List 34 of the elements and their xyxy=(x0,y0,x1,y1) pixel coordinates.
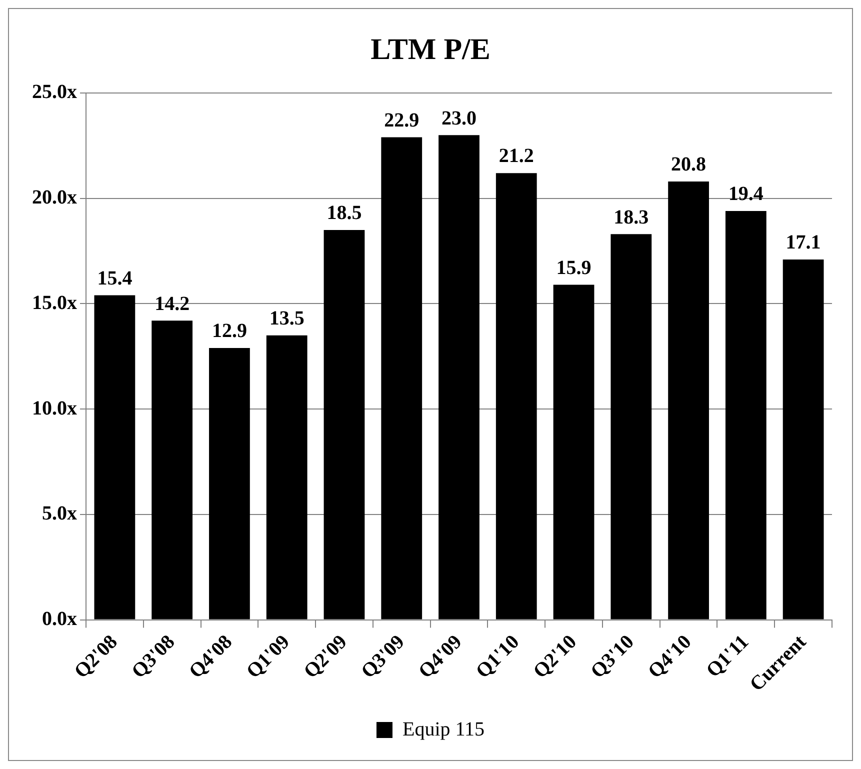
legend-label: Equip 115 xyxy=(402,718,485,740)
data-label: 22.9 xyxy=(384,109,420,132)
y-tick-label: 20.0x xyxy=(32,186,77,209)
bar xyxy=(438,135,480,620)
bar xyxy=(152,320,193,620)
data-label: 18.3 xyxy=(614,206,649,228)
y-tick-label: 10.0x xyxy=(32,397,77,420)
y-tick-label: 15.0x xyxy=(32,292,77,314)
bar xyxy=(610,234,652,620)
bar xyxy=(725,211,766,620)
data-label: 14.2 xyxy=(154,292,190,315)
bar xyxy=(553,284,594,620)
data-label: 13.5 xyxy=(269,308,304,330)
y-tick-label: 25.0x xyxy=(32,81,77,104)
data-label: 20.8 xyxy=(671,154,706,176)
y-tick-label: 0.0x xyxy=(42,608,77,630)
bar xyxy=(209,348,250,620)
data-label: 23.0 xyxy=(442,107,476,130)
data-label: 12.9 xyxy=(212,320,247,342)
bar xyxy=(496,173,537,620)
data-label: 15.9 xyxy=(556,256,592,279)
bar xyxy=(668,182,709,620)
bar xyxy=(324,230,365,620)
bar xyxy=(782,259,824,620)
data-label: 19.4 xyxy=(728,183,764,206)
bar xyxy=(381,137,422,620)
data-label: 15.4 xyxy=(97,267,132,290)
chart-title: LTM P/E xyxy=(370,32,490,66)
data-label: 17.1 xyxy=(786,232,821,254)
data-label: 21.2 xyxy=(498,145,534,168)
data-label: 18.5 xyxy=(326,202,362,224)
y-tick-label: 5.0x xyxy=(42,502,77,525)
bar xyxy=(266,335,308,620)
bar xyxy=(94,295,136,620)
